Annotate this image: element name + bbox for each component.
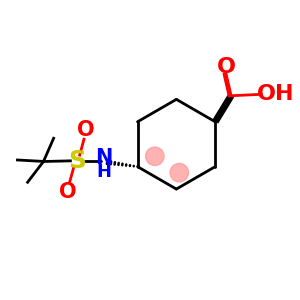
Text: O: O — [76, 120, 94, 140]
Text: O: O — [216, 57, 236, 77]
Text: OH: OH — [257, 84, 295, 104]
Text: S: S — [68, 149, 86, 173]
Circle shape — [146, 147, 164, 166]
Circle shape — [170, 164, 188, 182]
Text: N: N — [95, 148, 112, 168]
Text: H: H — [96, 164, 111, 181]
Text: O: O — [59, 182, 77, 202]
